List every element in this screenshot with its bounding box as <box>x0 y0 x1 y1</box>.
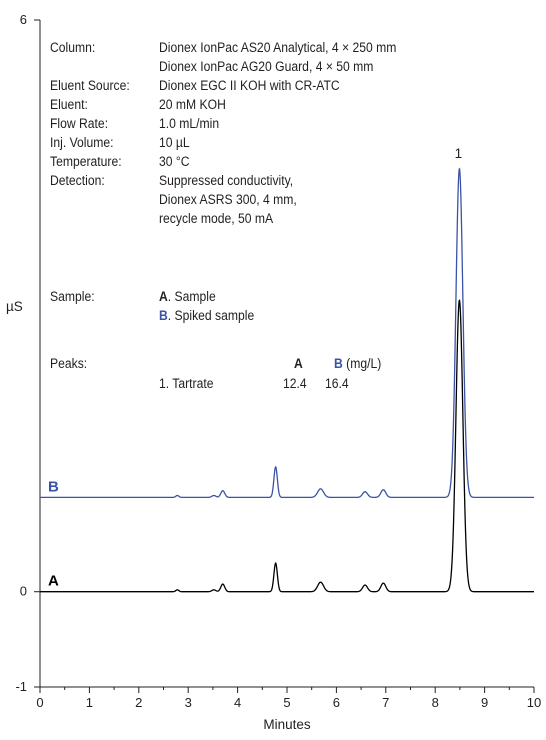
sample-b-text: . Spiked sample <box>167 308 255 323</box>
flow-rate-label: Flow Rate: <box>50 116 109 131</box>
column-value-2: Dionex IonPac AG20 Guard, 4 × 50 mm <box>159 59 374 74</box>
sample-b-letter: B <box>159 308 168 323</box>
eluent-value: 20 mM KOH <box>159 97 226 112</box>
x-tick-label: 6 <box>333 695 340 710</box>
trace-b <box>40 167 534 499</box>
x-tick-label: 2 <box>135 695 142 710</box>
x-tick-label: 0 <box>36 695 43 710</box>
y-tick-label: 0 <box>20 584 27 599</box>
detection-value-3: recycle mode, 50 mA <box>159 211 274 226</box>
sample-label: Sample: <box>50 289 95 304</box>
sample-a-letter: A <box>159 289 168 304</box>
peak-row-a: 12.4 <box>283 376 307 391</box>
sample-a-text: . Sample <box>167 289 216 304</box>
peak-row-b: 16.4 <box>325 376 349 391</box>
sample-b-entry: B. Spiked sample <box>159 306 254 325</box>
inj-volume-value: 10 µL <box>159 135 190 150</box>
detection-value-1: Suppressed conductivity, <box>159 173 294 188</box>
peaks-col-a: A <box>294 356 303 371</box>
peaks-label: Peaks: <box>50 356 88 371</box>
trace-a <box>40 299 534 593</box>
x-tick-label: 10 <box>527 695 541 710</box>
temperature-value: 30 °C <box>159 154 190 169</box>
temperature-label: Temperature: <box>50 154 122 169</box>
method-labels: Column: Eluent Source: Eluent: Flow Rate… <box>50 38 130 190</box>
method-values: Dionex IonPac AS20 Analytical, 4 × 250 m… <box>159 38 396 228</box>
x-tick-label: 8 <box>432 695 439 710</box>
y-tick-label: 6 <box>20 12 27 27</box>
y-axis-title: µS <box>6 299 23 314</box>
trace-label-a: A <box>48 573 59 590</box>
column-value-1: Dionex IonPac AS20 Analytical, 4 × 250 m… <box>159 40 397 55</box>
peaks-unit: (mg/L) <box>346 356 382 371</box>
x-tick-label: 7 <box>382 695 389 710</box>
sample-a-entry: A. Sample <box>159 287 216 306</box>
x-tick-label: 5 <box>283 695 290 710</box>
x-tick-label: 1 <box>86 695 93 710</box>
detection-label: Detection: <box>50 173 105 188</box>
x-tick-label: 4 <box>234 695 241 710</box>
trace-label-b: B <box>48 478 59 495</box>
peak-row-name: 1. Tartrate <box>159 376 214 391</box>
flow-rate-value: 1.0 mL/min <box>159 116 220 131</box>
x-tick-label: 3 <box>185 695 192 710</box>
inj-volume-label: Inj. Volume: <box>50 135 114 150</box>
x-tick-label: 9 <box>481 695 488 710</box>
peak-number-label: 1 <box>455 146 463 161</box>
eluent-label: Eluent: <box>50 97 88 112</box>
peaks-col-b: B <box>334 356 343 371</box>
x-axis-title: Minutes <box>263 717 311 732</box>
column-label: Column: <box>50 40 96 55</box>
eluent-source-label: Eluent Source: <box>50 78 130 93</box>
detection-value-2: Dionex ASRS 300, 4 mm, <box>159 192 297 207</box>
y-tick-label: -1 <box>15 679 27 694</box>
peaks-col-b-header: B (mg/L) <box>334 354 381 373</box>
eluent-source-value: Dionex EGC II KOH with CR-ATC <box>159 78 340 93</box>
